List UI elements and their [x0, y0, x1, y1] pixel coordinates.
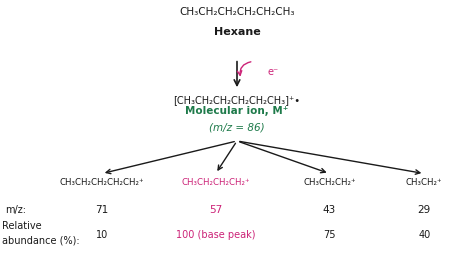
Text: CH₃CH₂CH₂CH₂CH₂CH₃: CH₃CH₂CH₂CH₂CH₂CH₃	[179, 7, 295, 16]
Text: CH₃CH₂CH₂CH₂⁺: CH₃CH₂CH₂CH₂⁺	[182, 178, 250, 187]
Text: Hexane: Hexane	[214, 27, 260, 37]
Text: 75: 75	[323, 230, 336, 240]
Text: abundance (%):: abundance (%):	[2, 235, 80, 245]
Text: CH₃CH₂⁺: CH₃CH₂⁺	[406, 178, 443, 187]
Text: 57: 57	[209, 205, 222, 215]
FancyArrowPatch shape	[237, 62, 251, 75]
Text: 43: 43	[323, 205, 336, 215]
Text: [CH₃CH₂CH₂CH₂CH₂CH₃]⁺•: [CH₃CH₂CH₂CH₂CH₂CH₃]⁺•	[173, 95, 301, 105]
Text: 71: 71	[95, 205, 109, 215]
Text: CH₃CH₂CH₂CH₂CH₂⁺: CH₃CH₂CH₂CH₂CH₂⁺	[60, 178, 144, 187]
Text: 100 (base peak): 100 (base peak)	[176, 230, 255, 240]
Text: (m/z = 86): (m/z = 86)	[209, 123, 265, 133]
Text: CH₃CH₂CH₂⁺: CH₃CH₂CH₂⁺	[303, 178, 356, 187]
Text: 29: 29	[418, 205, 431, 215]
Text: m/z:: m/z:	[5, 205, 26, 215]
Text: Molecular ion, M⁺: Molecular ion, M⁺	[185, 106, 289, 116]
Text: e⁻: e⁻	[268, 67, 279, 77]
Text: Relative: Relative	[2, 221, 42, 231]
Text: 10: 10	[96, 230, 108, 240]
Text: 40: 40	[418, 230, 430, 240]
